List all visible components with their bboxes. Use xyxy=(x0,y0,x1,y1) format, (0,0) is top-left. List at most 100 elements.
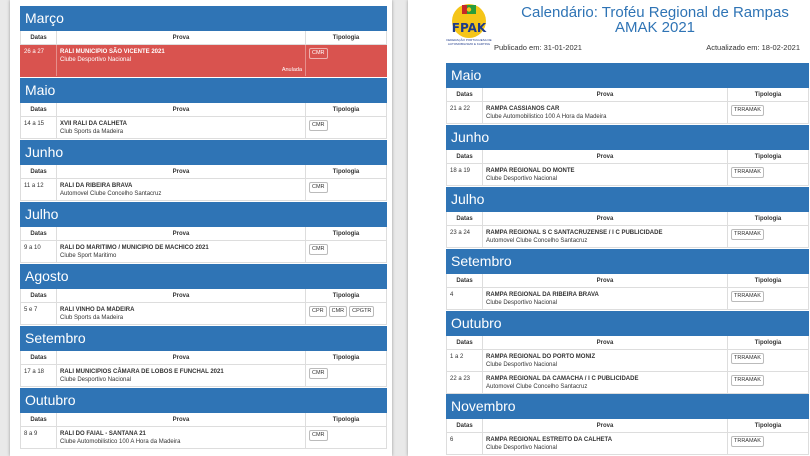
event-dates: 1 a 2 xyxy=(450,354,464,360)
table-header-row: Datas Prova Tipologia xyxy=(446,150,809,164)
column-header-event: Prova xyxy=(482,150,728,163)
event-row: 14 a 15 XVII RALI DA CALHETA Club Sports d… xyxy=(20,117,387,139)
event-club: Clube Desportivo Nacional xyxy=(486,176,558,182)
event-club: Clube Sport Maritimo xyxy=(60,253,117,259)
column-header-dates: Datas xyxy=(30,292,47,299)
month-header: Julho xyxy=(20,202,387,227)
month-section: Março Datas Prova Tipologia 26 a 27 RALI MUNI… xyxy=(20,6,387,77)
page-title: Calendário: Troféu Regional de Rampas AM… xyxy=(521,4,789,36)
event-type-cell: CMR xyxy=(306,179,386,200)
event-row: 5 e 7 RALI VINHO DA MADEIRA Club Sports da… xyxy=(20,303,387,325)
event-cell: RALI VINHO DA MADEIRA Club Sports da Made… xyxy=(56,303,306,324)
event-club: Clube Automobilistico 100 A Hora da Made… xyxy=(486,114,607,120)
updated-date: Actualizado em: 18-02-2021 xyxy=(706,43,800,52)
column-header-type: Tipologia xyxy=(754,215,782,222)
event-type-cell: TRRAMAK xyxy=(728,350,808,371)
event-type-tag: TRRAMAK xyxy=(731,105,764,116)
column-header-type: Tipologia xyxy=(332,168,360,175)
month-header: Setembro xyxy=(446,249,809,274)
event-row: 21 a 22 RAMPA CASSIANOS CAR Clube Automobi… xyxy=(446,102,809,124)
event-club: Clube Desportivo Nacional xyxy=(486,300,558,306)
event-type-tag: TRRAMAK xyxy=(731,353,764,364)
event-status: Anulada xyxy=(281,67,302,73)
event-club: Clube Desportivo Nacional xyxy=(486,445,558,451)
event-type-cell: CMR xyxy=(306,45,386,76)
event-type-cell: CMR xyxy=(306,427,386,448)
event-name: RALI DO FAIAL - SANTANA 21 xyxy=(60,431,146,437)
column-header-dates: Datas xyxy=(456,153,473,160)
event-dates: 4 xyxy=(450,292,454,298)
event-dates: 21 a 22 xyxy=(450,106,471,112)
svg-text:FPAK: FPAK xyxy=(452,21,487,35)
fpak-logo-icon: FPAK xyxy=(452,4,487,38)
event-dates: 14 a 15 xyxy=(24,121,45,127)
column-header-event: Prova xyxy=(482,88,728,101)
event-type-tag: CMR xyxy=(309,48,328,59)
right-calendar-page: FPAK FEDERAÇÃO PORTUGUESA DE AUTOMOBILIS… xyxy=(408,0,810,456)
column-header-event: Prova xyxy=(56,413,306,426)
month-header: Julho xyxy=(446,187,809,212)
event-cell: RALI MUNICIPIOS CÂMARA DE LOBOS E FUNCHA… xyxy=(56,365,306,386)
table-header-row: Datas Prova Tipologia xyxy=(446,212,809,226)
event-type-cell: TRRAMAK xyxy=(728,226,808,247)
table-header-row: Datas Prova Tipologia xyxy=(446,419,809,433)
column-header-dates: Datas xyxy=(30,416,47,423)
column-header-type: Tipologia xyxy=(754,153,782,160)
event-cell: RAMPA REGIONAL DA RIBEIRA BRAVA Clube Des… xyxy=(482,288,728,309)
month-section: Agosto Datas Prova Tipologia 5 e 7 RALI VINHO… xyxy=(20,264,387,325)
table-header-row: Datas Prova Tipologia xyxy=(446,88,809,102)
event-type-tag: CMR xyxy=(309,430,328,441)
event-row: 17 a 18 RALI MUNICIPIOS CÂMARA DE LOBOS E… xyxy=(20,365,387,387)
table-header-row: Datas Prova Tipologia xyxy=(446,274,809,288)
event-cell: RAMPA REGIONAL DO PORTO MONIZ Clube Despo… xyxy=(482,350,728,371)
event-name: RALI DO MARITIMO / MUNICIPIO DE MACHICO … xyxy=(60,245,209,251)
event-type-tag: TRRAMAK xyxy=(731,375,764,386)
table-header-row: Datas Prova Tipologia xyxy=(446,336,809,350)
event-name: RALI MUNICIPIO SÃO VICENTE 2021 xyxy=(60,49,165,55)
month-section: Maio Datas Prova Tipologia 14 a 15 XVII RALI … xyxy=(20,78,387,139)
month-section: Julho Datas Prova Tipologia 9 a 10 RALI DO MA… xyxy=(20,202,387,263)
event-type-tag: TRRAMAK xyxy=(731,291,764,302)
column-header-dates: Datas xyxy=(456,422,473,429)
column-header-event: Prova xyxy=(482,274,728,287)
event-type-cell: TRRAMAK xyxy=(728,433,808,454)
event-name: RAMPA REGIONAL DA RIBEIRA BRAVA xyxy=(486,292,599,298)
left-calendar-page: Março Datas Prova Tipologia 26 a 27 RALI MUNI… xyxy=(10,0,392,456)
column-header-type: Tipologia xyxy=(332,106,360,113)
column-header-type: Tipologia xyxy=(754,91,782,98)
event-dates: 11 a 12 xyxy=(24,183,44,189)
table-header-row: Datas Prova Tipologia xyxy=(20,103,387,117)
month-section: Junho Datas Prova Tipologia 11 a 12 RALI DA R… xyxy=(20,140,387,201)
fpak-logo-caption: FEDERAÇÃO PORTUGUESA DE AUTOMOBILISMO E … xyxy=(446,38,492,46)
column-header-type: Tipologia xyxy=(332,416,360,423)
event-row: 8 a 9 RALI DO FAIAL - SANTANA 21 Clube Aut… xyxy=(20,427,387,449)
column-header-type: Tipologia xyxy=(332,292,360,299)
event-cell: RAMPA REGIONAL DA CAMACHA / I C PUBLICID… xyxy=(482,372,728,393)
column-header-type: Tipologia xyxy=(754,277,782,284)
event-dates: 17 a 18 xyxy=(24,369,45,375)
event-type-tag: CMR xyxy=(309,244,328,255)
table-header-row: Datas Prova Tipologia xyxy=(20,165,387,179)
event-dates: 5 e 7 xyxy=(24,307,38,313)
event-type-tag: CPGTR xyxy=(349,306,375,317)
event-cell: RALI MUNICIPIO SÃO VICENTE 2021 Clube Des… xyxy=(56,45,306,76)
month-section: Julho Datas Prova Tipologia 23 a 24 RAMPA REG… xyxy=(446,187,809,248)
event-row: 6 RAMPA REGIONAL ESTREITO DA CALHETA Clube… xyxy=(446,433,809,455)
event-club: Automovel Clube Concelho Santacruz xyxy=(486,384,588,390)
event-type-tag: CMR xyxy=(328,306,348,317)
event-type-cell: TRRAMAK xyxy=(728,102,808,123)
event-name: RAMPA CASSIANOS CAR xyxy=(486,106,560,112)
month-section: Novembro Datas Prova Tipologia 6 RAMPA REGION… xyxy=(446,394,809,455)
column-header-dates: Datas xyxy=(30,168,47,175)
month-section: Outubro Datas Prova Tipologia 8 a 9 RALI DO F… xyxy=(20,388,387,449)
month-section: Outubro Datas Prova Tipologia 1 a 2 RAMPA REG… xyxy=(446,311,809,394)
table-header-row: Datas Prova Tipologia xyxy=(20,351,387,365)
column-header-event: Prova xyxy=(56,165,306,178)
column-header-type: Tipologia xyxy=(332,354,360,361)
column-header-event: Prova xyxy=(56,103,306,116)
event-name: RAMPA REGIONAL S C SANTACRUZENSE / I C P… xyxy=(486,230,663,236)
event-name: RALI DA RIBEIRA BRAVA xyxy=(60,183,133,189)
event-cell: RALI DA RIBEIRA BRAVA Automovel Clube Con… xyxy=(56,179,306,200)
month-header: Outubro xyxy=(20,388,387,413)
event-club: Automovel Clube Concelho Santacruz xyxy=(486,238,588,244)
